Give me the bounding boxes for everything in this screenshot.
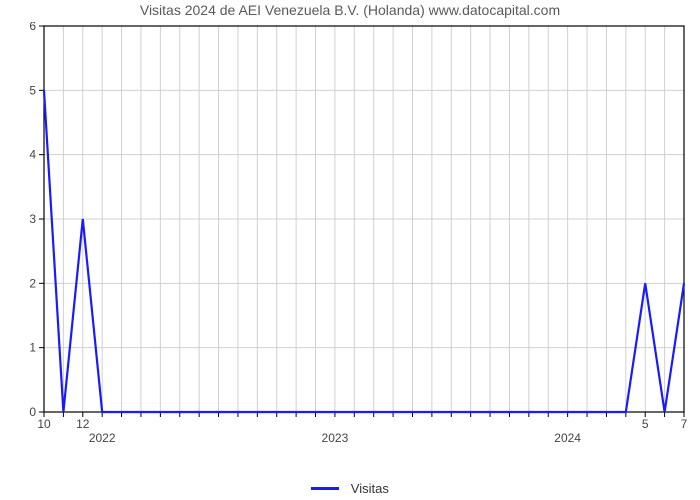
svg-text:6: 6 — [29, 22, 36, 33]
svg-text:5: 5 — [642, 417, 649, 431]
svg-text:2: 2 — [29, 276, 36, 290]
svg-text:7: 7 — [681, 417, 688, 431]
svg-text:10: 10 — [37, 417, 51, 431]
svg-text:2022: 2022 — [89, 431, 116, 445]
chart-title: Visitas 2024 de AEI Venezuela B.V. (Hola… — [0, 2, 700, 18]
legend-label: Visitas — [351, 481, 389, 496]
svg-text:2023: 2023 — [322, 431, 349, 445]
svg-text:5: 5 — [29, 83, 36, 97]
svg-text:4: 4 — [29, 148, 36, 162]
svg-text:2024: 2024 — [554, 431, 581, 445]
svg-text:1: 1 — [29, 341, 36, 355]
chart-legend: Visitas — [0, 480, 700, 496]
svg-text:12: 12 — [76, 417, 90, 431]
legend-swatch — [311, 487, 339, 490]
svg-text:0: 0 — [29, 405, 36, 419]
svg-text:3: 3 — [29, 212, 36, 226]
chart-plot-area: 0123456101275202220232024 — [28, 22, 688, 452]
line-chart-svg: 0123456101275202220232024 — [28, 22, 688, 452]
